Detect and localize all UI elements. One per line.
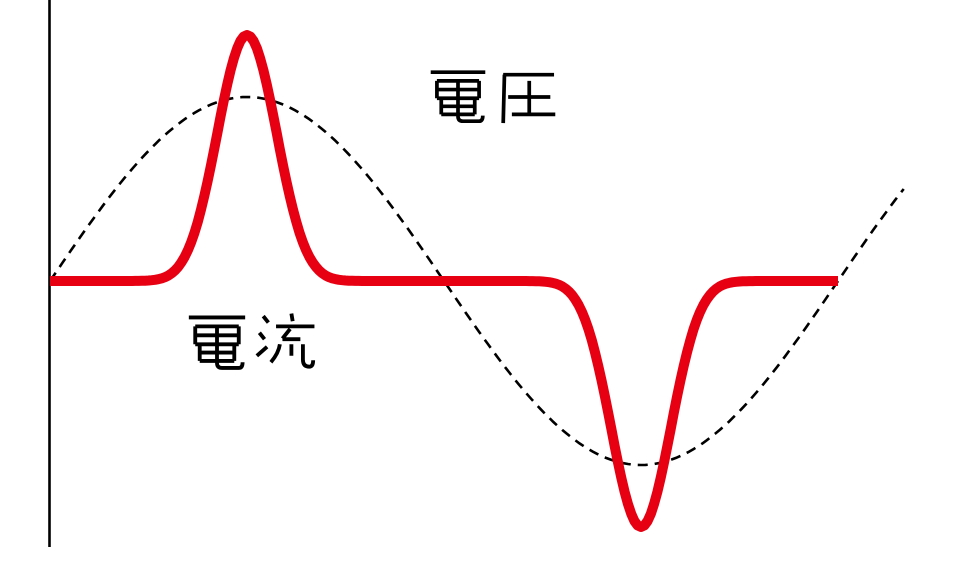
current-curve	[48, 30, 840, 532]
kanji-atsu-icon	[501, 72, 558, 125]
kanji-ryu-icon	[254, 311, 317, 369]
voltage-label	[428, 70, 558, 125]
kanji-den-icon	[428, 70, 488, 124]
voltage-curve	[48, 95, 905, 467]
current-label	[186, 311, 317, 370]
kanji-den-icon	[186, 315, 248, 370]
